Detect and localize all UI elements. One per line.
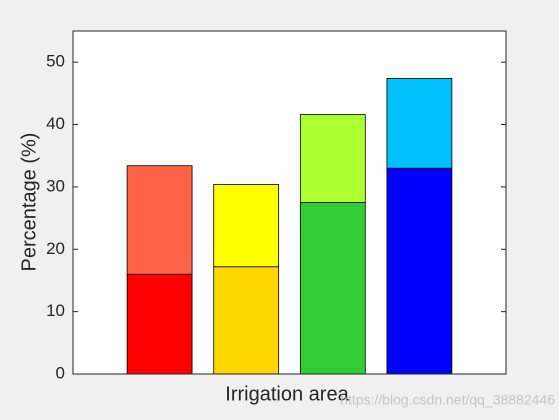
bar-segment (299, 202, 366, 375)
y-tick-label: 20 (46, 239, 65, 258)
x-axis-label: Irrigation area (225, 383, 349, 405)
bar-segment (126, 165, 193, 275)
bar-segment (213, 184, 280, 268)
y-tick-label: 50 (46, 52, 65, 71)
bar-segment (386, 167, 453, 375)
watermark: https://blog.csdn.net/qq_38882446 (340, 392, 555, 408)
bar-segment (386, 77, 453, 169)
y-tick-label: 10 (46, 301, 65, 320)
bar-segment (299, 114, 366, 203)
y-tick-label: 0 (56, 363, 65, 382)
axes-box (72, 30, 507, 375)
y-axis-label: Percentage (%) (18, 133, 40, 272)
bar-segment (126, 273, 193, 375)
y-tick-label: 30 (46, 176, 65, 195)
y-tick-label: 40 (46, 114, 65, 133)
bar-segment (213, 266, 280, 375)
